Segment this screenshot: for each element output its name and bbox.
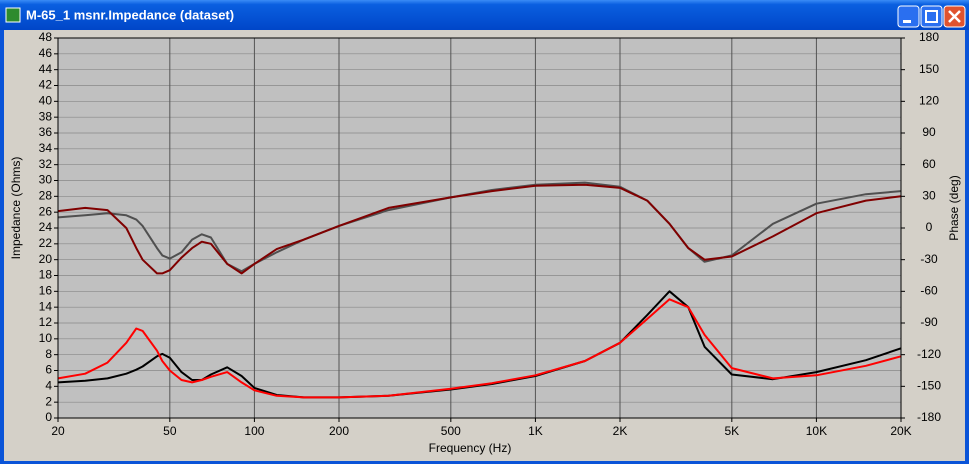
y2-tick-label: -150 — [917, 379, 941, 393]
y-tick-label: 28 — [39, 189, 53, 203]
y-tick-label: 46 — [39, 46, 53, 60]
y-tick-label: 38 — [39, 109, 53, 123]
y-tick-label: 6 — [45, 363, 52, 377]
x-tick-label: 10K — [806, 424, 827, 438]
x-axis-label: Frequency (Hz) — [429, 441, 512, 455]
y-tick-label: 42 — [39, 78, 53, 92]
y-tick-label: 2 — [45, 394, 52, 408]
y2-tick-label: -90 — [920, 315, 938, 329]
y-tick-label: 22 — [39, 236, 53, 250]
y2-tick-label: 0 — [926, 220, 933, 234]
y-tick-label: 34 — [39, 141, 53, 155]
x-tick-label: 20K — [890, 424, 911, 438]
y2-tick-label: 120 — [919, 94, 939, 108]
y2-tick-label: -180 — [917, 410, 941, 424]
y2-tick-label: 90 — [922, 125, 936, 139]
y-tick-label: 16 — [39, 284, 53, 298]
y-tick-label: 14 — [39, 299, 53, 313]
y2-tick-label: 180 — [919, 30, 939, 44]
y-tick-label: 12 — [39, 315, 53, 329]
y-tick-label: 0 — [45, 410, 52, 424]
y-axis-label: Impedance (Ohms) — [9, 157, 23, 260]
y-tick-label: 48 — [39, 30, 53, 44]
close-button[interactable] — [943, 5, 966, 28]
window-title: M-65_1 msnr.Impedance (dataset) — [26, 7, 234, 22]
x-tick-label: 500 — [441, 424, 461, 438]
y2-tick-label: 150 — [919, 62, 939, 76]
app-icon — [5, 7, 21, 23]
y-tick-label: 30 — [39, 173, 53, 187]
minimize-button[interactable] — [897, 5, 920, 28]
series-line — [57, 183, 902, 275]
x-tick-label: 50 — [163, 424, 177, 438]
y2-axis-label: Phase (deg) — [947, 175, 961, 240]
title-bar — [0, 0, 969, 30]
y-tick-label: 44 — [39, 62, 53, 76]
y-tick-label: 32 — [39, 157, 53, 171]
series-line — [57, 298, 902, 399]
maximize-button[interactable] — [920, 5, 943, 28]
y-tick-label: 10 — [39, 331, 53, 345]
y-tick-label: 26 — [39, 204, 53, 218]
x-tick-label: 2K — [613, 424, 628, 438]
y2-tick-label: 30 — [922, 189, 936, 203]
y-tick-label: 18 — [39, 268, 53, 282]
y-tick-label: 4 — [45, 379, 52, 393]
y2-tick-label: -120 — [917, 347, 941, 361]
y2-tick-label: -30 — [920, 252, 938, 266]
y-tick-label: 20 — [39, 252, 53, 266]
y2-tick-label: -60 — [920, 284, 938, 298]
x-tick-label: 5K — [724, 424, 739, 438]
x-tick-label: 100 — [244, 424, 264, 438]
x-tick-label: 200 — [329, 424, 349, 438]
y-tick-label: 40 — [39, 94, 53, 108]
x-tick-label: 1K — [528, 424, 543, 438]
plot-border — [57, 37, 902, 419]
y2-tick-label: 60 — [922, 157, 936, 171]
y-tick-label: 36 — [39, 125, 53, 139]
plot: 0246810121416182022242628303234363840424… — [39, 30, 942, 438]
y-tick-label: 24 — [39, 220, 53, 234]
y-tick-label: 8 — [45, 347, 52, 361]
x-tick-label: 20 — [51, 424, 65, 438]
